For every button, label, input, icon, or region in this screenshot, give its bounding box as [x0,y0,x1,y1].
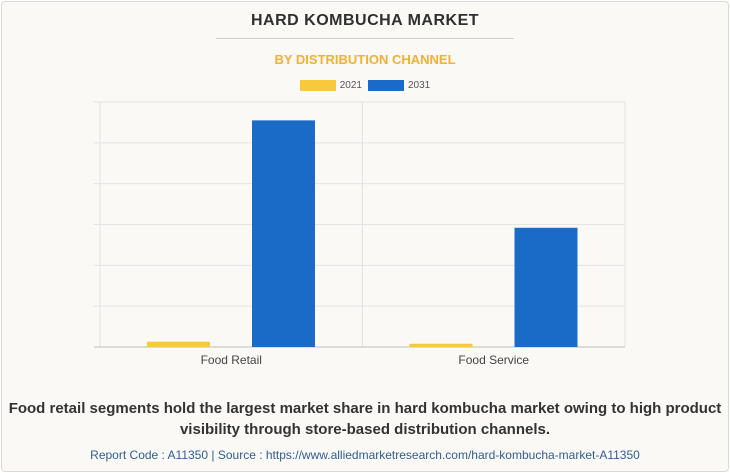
title-divider [216,38,514,39]
bar-2031-food-service [514,227,578,347]
bar-2021-food-service [409,343,473,347]
legend-label-2021: 2021 [339,80,362,91]
x-tick-label: Food Service [458,353,529,367]
report-separator: | [211,448,215,462]
legend: 2021 2031 [0,80,730,91]
report-source[interactable]: Source : https://www.alliedmarketresearc… [217,448,640,462]
bar-2021-food-retail [147,341,210,347]
bar-2031-food-retail [252,120,315,347]
x-tick-label: Food Retail [201,353,262,367]
legend-item-2031[interactable]: 2031 [368,80,430,91]
legend-swatch-2021 [299,80,336,91]
legend-label-2031: 2031 [408,80,431,91]
legend-swatch-2031 [368,80,404,91]
report-info: Report Code : A11350 | Source : https://… [0,448,730,462]
chart-caption: Food retail segments hold the largest ma… [8,400,722,438]
report-code: Report Code : A11350 [90,448,209,462]
chart-title: HARD KOMBUCHA MARKET [250,12,480,29]
chart-subtitle: BY DISTRIBUTION CHANNEL [274,52,456,67]
legend-item-2021[interactable]: 2021 [299,80,362,91]
